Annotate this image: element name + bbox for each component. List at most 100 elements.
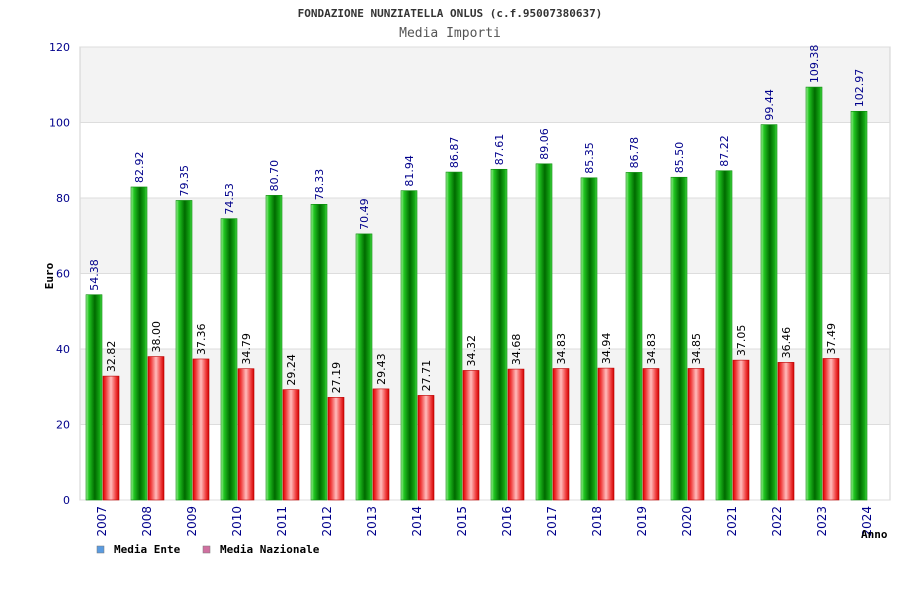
plot-band <box>80 122 890 198</box>
chart-subtitle: Media Importi <box>399 26 501 41</box>
data-label: 34.83 <box>555 333 568 365</box>
x-tick-label: 2014 <box>410 506 424 537</box>
bar-media-nazionale <box>597 367 615 501</box>
bar-media-nazionale <box>237 368 255 501</box>
bar-media-ente <box>760 124 778 501</box>
x-tick-label: 2010 <box>230 506 244 537</box>
bar-media-nazionale <box>462 370 480 501</box>
data-label: 74.53 <box>223 183 236 215</box>
data-label: 89.06 <box>538 128 551 160</box>
bar-media-nazionale <box>282 389 300 501</box>
bar-media-ente <box>220 218 238 501</box>
data-label: 32.82 <box>105 341 118 373</box>
y-tick-label: 120 <box>49 41 70 54</box>
data-label: 79.35 <box>178 165 191 197</box>
plot-band <box>80 198 890 274</box>
data-label: 85.35 <box>583 142 596 174</box>
data-label: 102.97 <box>853 69 866 108</box>
x-tick-label: 2012 <box>320 506 334 537</box>
data-label: 99.44 <box>763 89 776 121</box>
bar-media-ente <box>445 171 463 501</box>
data-label: 34.32 <box>465 335 478 367</box>
bar-media-nazionale <box>102 375 120 501</box>
data-label: 82.92 <box>133 151 146 183</box>
bar-media-nazionale <box>642 368 660 501</box>
data-label: 34.79 <box>240 333 253 365</box>
x-tick-label: 2009 <box>185 506 199 537</box>
y-axis-label: Euro <box>43 262 56 289</box>
data-label: 34.83 <box>645 333 658 365</box>
x-axis-label: Anno <box>861 528 888 541</box>
plot-band <box>80 47 890 123</box>
x-tick-label: 2020 <box>680 506 694 537</box>
y-tick-label: 0 <box>63 494 70 507</box>
bar-media-ente <box>175 200 193 501</box>
bar-media-ente <box>850 110 868 501</box>
bar-media-nazionale <box>192 358 210 501</box>
data-label: 34.68 <box>510 334 523 366</box>
data-label: 86.87 <box>448 137 461 169</box>
bar-media-ente <box>580 177 598 501</box>
data-label: 38.00 <box>150 321 163 353</box>
data-label: 37.49 <box>825 323 838 355</box>
legend-swatch <box>96 545 105 554</box>
data-label: 81.94 <box>403 155 416 187</box>
y-tick-label: 20 <box>56 419 70 432</box>
bar-media-nazionale <box>732 359 750 501</box>
x-tick-label: 2015 <box>455 506 469 537</box>
x-tick-label: 2011 <box>275 506 289 537</box>
data-label: 34.94 <box>600 333 613 365</box>
bar-media-ente <box>625 172 643 501</box>
bar-media-ente <box>670 176 688 501</box>
bar-media-nazionale <box>552 368 570 501</box>
legend: Media Ente Media Nazionale <box>96 543 320 556</box>
y-tick-label: 100 <box>49 117 70 130</box>
x-tick-label: 2016 <box>500 506 514 537</box>
data-label: 70.49 <box>358 198 371 230</box>
x-tick-label: 2013 <box>365 506 379 537</box>
bar-media-ente <box>310 204 328 501</box>
plot-band <box>80 273 890 349</box>
bar-media-ente <box>805 86 823 501</box>
data-label: 36.46 <box>780 327 793 359</box>
x-tick-label: 2017 <box>545 506 559 537</box>
data-label: 37.05 <box>735 325 748 357</box>
data-label: 54.38 <box>88 259 101 291</box>
chart-title: FONDAZIONE NUNZIATELLA ONLUS (c.f.950073… <box>298 7 603 20</box>
x-tick-label: 2023 <box>815 506 829 537</box>
x-tick-label: 2022 <box>770 506 784 537</box>
data-label: 87.22 <box>718 135 731 167</box>
data-label: 37.36 <box>195 323 208 355</box>
data-label: 86.78 <box>628 137 641 169</box>
data-label: 85.50 <box>673 142 686 174</box>
data-label: 27.19 <box>330 362 343 394</box>
y-tick-label: 80 <box>56 192 70 205</box>
bar-media-nazionale <box>417 395 435 501</box>
bar-media-nazionale <box>687 368 705 501</box>
plot-band <box>80 349 890 425</box>
legend-label: Media Nazionale <box>220 543 320 556</box>
bar-media-nazionale <box>372 388 390 501</box>
bar-media-nazionale <box>507 368 525 501</box>
bar-media-ente <box>265 195 283 501</box>
legend-swatch <box>202 545 211 554</box>
data-label: 27.71 <box>420 360 433 392</box>
legend-label: Media Ente <box>114 543 181 556</box>
x-tick-label: 2019 <box>635 506 649 537</box>
x-tick-label: 2021 <box>725 506 739 537</box>
bar-media-ente <box>490 168 508 501</box>
data-label: 109.38 <box>808 45 821 84</box>
plot-area: 0 20 40 60 80 100 120 54.38 32.82 2007 82.92 38.00 2… <box>49 41 891 537</box>
x-tick-label: 2008 <box>140 506 154 537</box>
data-label: 34.85 <box>690 333 703 365</box>
y-tick-label: 40 <box>56 343 70 356</box>
data-label: 80.70 <box>268 160 281 192</box>
x-tick-label: 2018 <box>590 506 604 537</box>
bar-media-ente <box>130 186 148 501</box>
bar-media-ente <box>715 170 733 501</box>
bar-media-ente <box>355 233 373 501</box>
data-label: 29.24 <box>285 354 298 386</box>
bar-media-ente <box>535 163 553 501</box>
data-label: 29.43 <box>375 353 388 385</box>
